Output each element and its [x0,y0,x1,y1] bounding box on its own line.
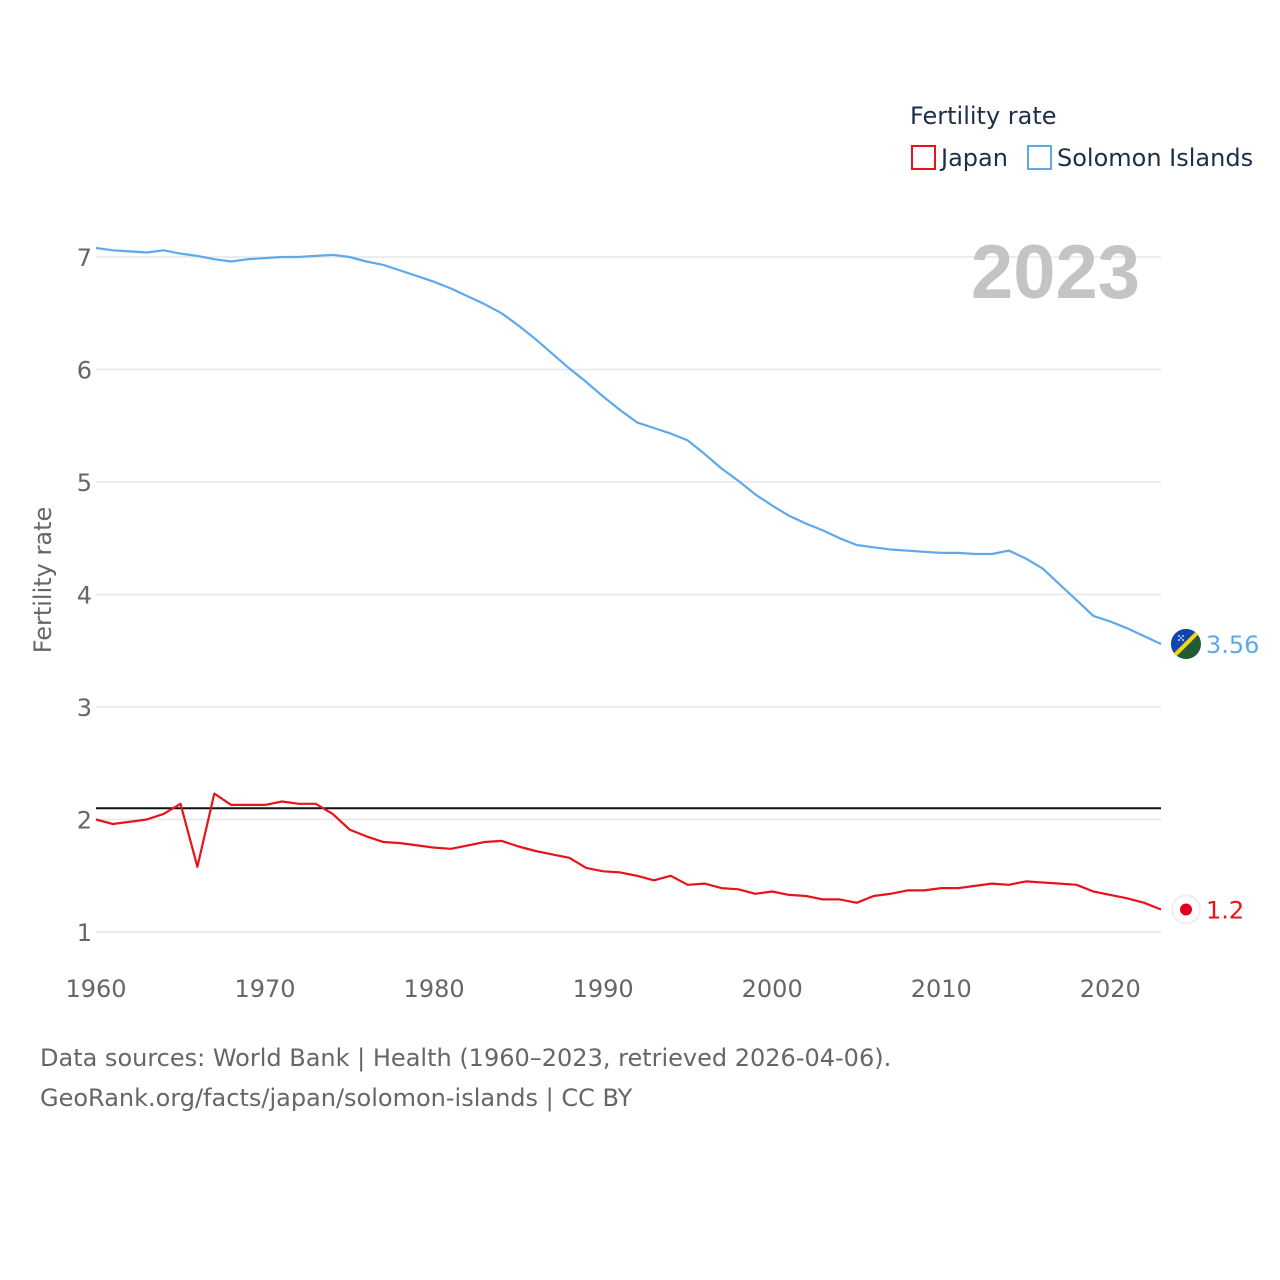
series-line-japan [95,792,1162,911]
x-tick-label: 2000 [742,975,803,1003]
y-tick-label: 2 [77,807,92,835]
legend-title: Fertility rate [910,102,1057,130]
x-tick-label: 2010 [911,975,972,1003]
legend: Fertility rate Japan Solomon Islands [910,102,1253,172]
series-line-solomon-islands [95,246,1162,645]
series-lines [95,246,1162,911]
legend-label-solomon-islands[interactable]: Solomon Islands [1057,144,1253,172]
y-tick-label: 4 [77,582,92,610]
x-tick-label: 1960 [65,975,126,1003]
legend-label-japan[interactable]: Japan [939,144,1008,172]
gridlines [96,256,1161,933]
x-tick-label: 2020 [1080,975,1141,1003]
y-tick-label: 3 [77,694,92,722]
series-end-markers: 1.2 3.56 [1171,629,1259,925]
end-label-japan: 1.2 [1206,897,1244,925]
y-tick-label: 7 [77,244,92,272]
legend-swatch-japan[interactable] [911,145,936,170]
source-line-2[interactable]: GeoRank.org/facts/japan/solomon-islands … [40,1084,633,1112]
x-tick-label: 1970 [235,975,296,1003]
x-tick-label: 1980 [404,975,465,1003]
source-line-1: Data sources: World Bank | Health (1960–… [40,1044,892,1072]
x-tick-label: 1990 [573,975,634,1003]
legend-swatch-solomon-islands[interactable] [1027,145,1052,170]
y-tick-label: 5 [77,469,92,497]
y-axis-ticks: 1 2 3 4 5 6 7 [77,244,92,947]
year-watermark: 2023 [971,230,1140,315]
solomon-islands-flag-icon [1171,629,1201,659]
y-tick-label: 6 [77,357,92,385]
japan-flag-icon [1171,894,1201,925]
end-label-solomon-islands: 3.56 [1206,631,1259,659]
y-axis-label: Fertility rate [29,507,57,654]
x-axis-ticks: 1960 1970 1980 1990 2000 2010 2020 [65,975,1140,1003]
y-tick-label: 1 [77,919,92,947]
